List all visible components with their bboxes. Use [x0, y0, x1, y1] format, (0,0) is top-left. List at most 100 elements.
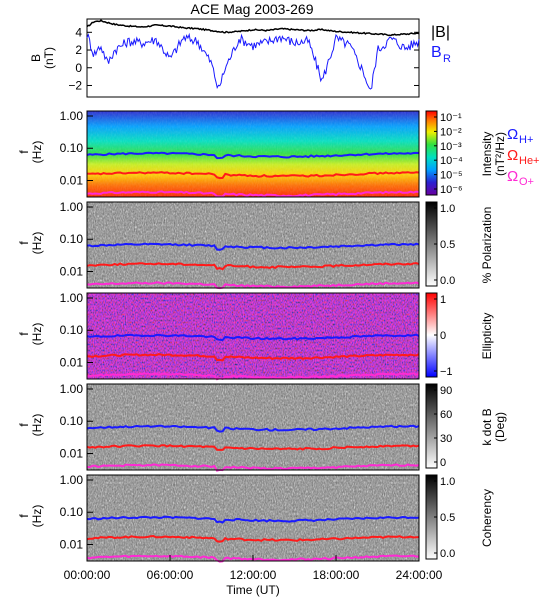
b-field-series — [86, 19, 420, 90]
colorbar-tick-label: 10⁻⁵ — [440, 170, 463, 182]
y-tick-label: 1.00 — [60, 291, 84, 305]
panel-intensity: 1.00 0.10 0.01 f (Hz) 10⁻¹ 10⁻² 10⁻³ 10⁻⁴ 10⁻⁵ 10⁻… — [17, 109, 507, 198]
y-tick-label: 0.10 — [60, 141, 84, 155]
colorbar-tick-label: 10⁻¹ — [440, 112, 462, 124]
b-y-tick-label: −2 — [68, 78, 82, 92]
y-tick-label: 1.00 — [60, 382, 84, 396]
legend-b-r: B — [431, 44, 442, 61]
colorbar-tick-label: 10⁻³ — [440, 141, 462, 153]
cyclotron-line-2 — [86, 463, 420, 472]
panel-ylabel-f: f — [17, 423, 31, 427]
legend-omega-o-sub: O+ — [519, 176, 534, 188]
colorbar-label: (Deg) — [493, 412, 507, 442]
colorbar-tick-label: 0 — [440, 457, 446, 469]
cyclotron-line-1 — [86, 534, 420, 543]
x-tick-label: 24:00:00 — [396, 568, 443, 582]
y-tick-label: 0.01 — [60, 355, 84, 369]
cyclotron-line-0 — [86, 333, 420, 342]
x-tick-label: 12:00:00 — [230, 568, 277, 582]
b-field-panel: 4 2 0 −2 B (nT) |B| B R — [29, 18, 451, 98]
colorbar-tick-label: −1 — [440, 366, 453, 378]
panel-k-dot-b: 1.00 0.10 0.01 f (Hz) 90 60 30 0 k dot B (Deg) — [17, 382, 507, 472]
panel-ylabel-unit: (Hz) — [30, 232, 44, 255]
panel-frame — [86, 292, 420, 380]
b-field-frame — [86, 18, 420, 98]
colorbar-tick-label: 0.5 — [440, 239, 455, 251]
cyclotron-line-0 — [86, 515, 420, 524]
colorbar-tick-label: 0.0 — [440, 548, 455, 560]
colorbar-tick-label: 60 — [440, 409, 452, 421]
cyclotron-line-1 — [86, 444, 420, 451]
chart-title: ACE Mag 2003-269 — [191, 1, 314, 17]
cyclotron-line-1 — [86, 353, 420, 362]
colorbar-tick-label: 30 — [440, 433, 452, 445]
legend-omega-he-sub: He+ — [519, 155, 540, 167]
colorbar-tick-label: 10⁻² — [440, 126, 462, 138]
y-tick-label: 0.10 — [60, 505, 84, 519]
cyclotron-line-2 — [86, 281, 420, 290]
colorbar-tick-label: 1.0 — [440, 203, 455, 215]
cyclotron-line-1 — [86, 262, 420, 271]
panel-coherency: 1.00 0.10 0.01 f (Hz) 1.0 0.5 0.0 Coherency — [17, 473, 494, 563]
b-y-tick-label: 0 — [75, 61, 82, 75]
colorbar-tick-label: 1.0 — [440, 476, 455, 488]
b-field-y-ticks: 4 2 0 −2 — [68, 25, 419, 92]
panel-ylabel-f: f — [17, 514, 31, 518]
cyclotron-line-0 — [86, 151, 420, 160]
b-total-line — [86, 19, 420, 37]
panel-ylabel-unit: (Hz) — [30, 505, 44, 528]
panel-ellipticity: 1.00 0.10 0.01 f (Hz) 1 0 −1 Ellipticity — [17, 291, 494, 381]
colorbar-label: Ellipticity — [480, 313, 494, 360]
colorbar-label: (nT²/Hz) — [493, 132, 507, 176]
colorbar-label: Intensity — [480, 132, 494, 177]
legend-omega-he: Ω — [507, 147, 518, 164]
b-y-tick-label: 2 — [75, 43, 82, 57]
x-tick-label: 06:00:00 — [147, 568, 194, 582]
legend-omega-o: Ω — [507, 168, 518, 185]
colorbar — [425, 110, 438, 196]
colorbar-label: k dot B — [480, 408, 494, 445]
cyclotron-line-2 — [86, 372, 420, 381]
cyclotron-line-2 — [86, 190, 420, 198]
cyclotron-line-0 — [86, 242, 420, 251]
b-field-ylabel-unit: (nT) — [42, 47, 56, 69]
y-tick-label: 0.01 — [60, 446, 84, 460]
y-tick-label: 1.00 — [60, 200, 84, 214]
legend-b-total: |B| — [431, 24, 450, 41]
colorbar-label: Coherency — [480, 489, 494, 547]
panel--polarization: 1.00 0.10 0.01 f (Hz) 1.0 0.5 0.0 % Polarization — [17, 200, 494, 290]
legend-b-r-sub: R — [443, 53, 451, 65]
x-tick-label: 18:00:00 — [313, 568, 360, 582]
x-axis: 00:00:00 06:00:00 12:00:00 18:00:00 24:00:00 — [64, 555, 443, 582]
y-tick-label: 0.10 — [60, 323, 84, 337]
panel-ylabel-f: f — [17, 150, 31, 154]
y-tick-label: 0.01 — [60, 173, 84, 187]
omega-legend: Ω H+ Ω He+ Ω O+ — [507, 126, 540, 188]
colorbar-tick-label: 0 — [440, 330, 446, 342]
colorbar-label: % Polarization — [480, 207, 494, 284]
colorbar-tick-label: 90 — [440, 385, 452, 397]
panel-ylabel-f: f — [17, 241, 31, 245]
colorbar-tick-label: 10⁻⁴ — [440, 155, 463, 167]
y-tick-label: 0.10 — [60, 232, 84, 246]
colorbar-tick-label: 0.0 — [440, 275, 455, 287]
spectrogram-panels: 1.000.100.01f (Hz)10⁻¹10⁻²10⁻³10⁻⁴10⁻⁵10⁻… — [17, 109, 507, 563]
colorbar-tick-label: 1 — [440, 294, 446, 306]
cyclotron-line-1 — [86, 171, 420, 180]
cyclotron-line-0 — [86, 424, 420, 433]
y-tick-label: 1.00 — [60, 109, 84, 123]
panel-frame — [86, 383, 420, 471]
legend-omega-h-sub: H+ — [519, 134, 533, 146]
legend-omega-h: Ω — [507, 126, 518, 143]
panel-frame — [86, 201, 420, 289]
y-tick-label: 1.00 — [60, 473, 84, 487]
colorbar — [425, 383, 438, 469]
b-r-line — [86, 32, 420, 90]
x-axis-label: Time (UT) — [226, 583, 280, 597]
panel-ylabel-f: f — [17, 332, 31, 336]
panel-frame — [86, 110, 420, 198]
panel-ylabel-unit: (Hz) — [30, 414, 44, 437]
y-tick-label: 0.01 — [60, 264, 84, 278]
x-tick-label: 00:00:00 — [64, 568, 111, 582]
